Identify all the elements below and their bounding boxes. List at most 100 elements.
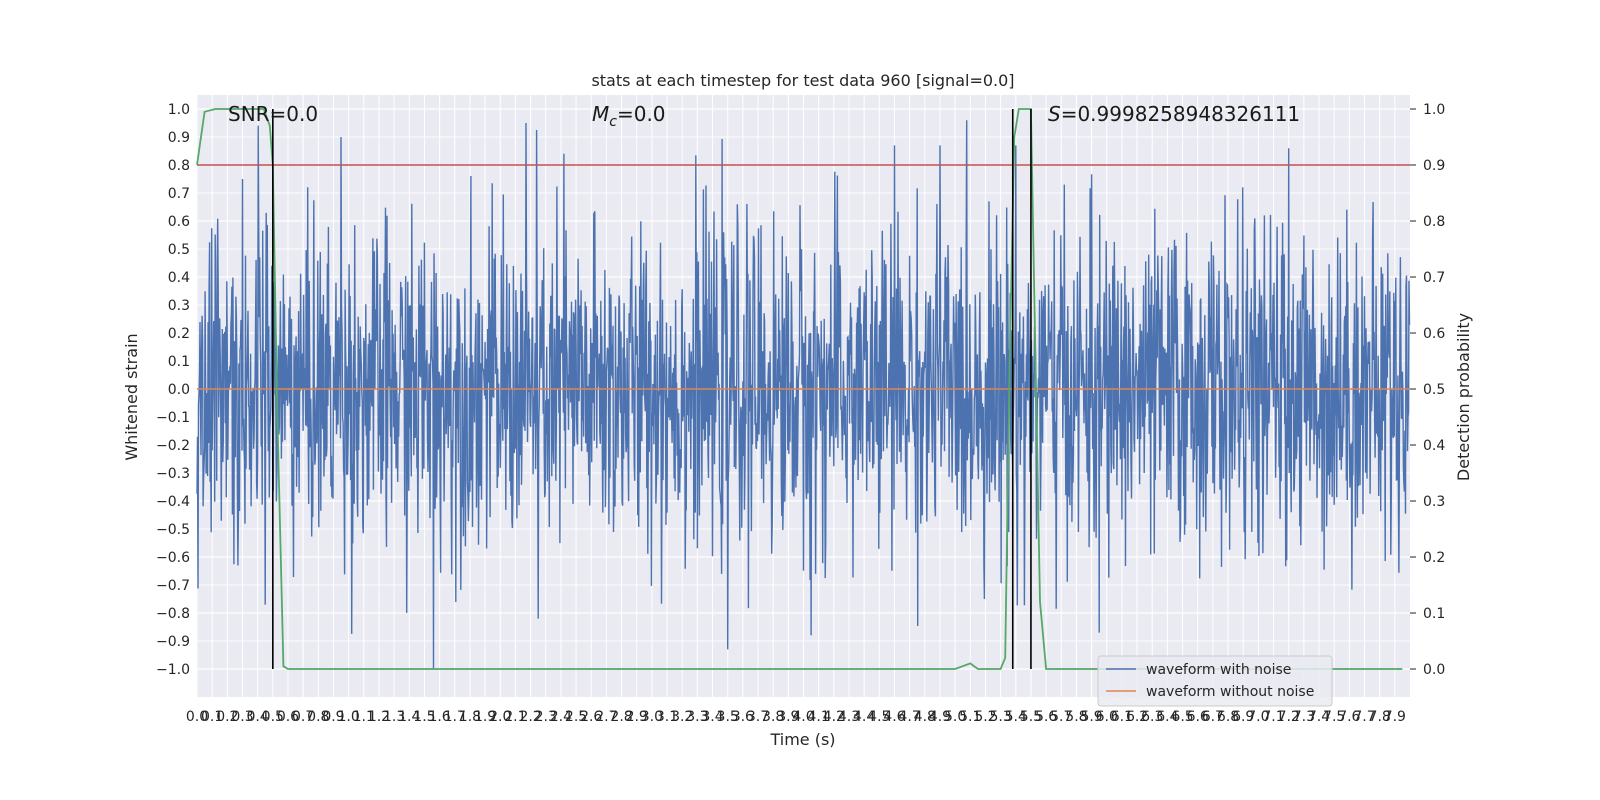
x-tick-label: 7.2 — [1278, 709, 1300, 725]
x-tick-label: 2.7 — [595, 709, 617, 725]
x-tick-label: 4.1 — [808, 709, 830, 725]
x-tick-label: 1.4 — [398, 709, 420, 725]
y-tick-label: −1.0 — [156, 662, 190, 678]
x-tick-label: 7.4 — [1308, 709, 1330, 725]
x-tick-label: 5.2 — [974, 709, 996, 725]
x-tick-label: 0.6 — [277, 709, 299, 725]
x-tick-label: 3.7 — [747, 709, 769, 725]
x-tick-label: 4.0 — [792, 709, 814, 725]
x-tick-label: 5.9 — [1080, 709, 1102, 725]
x-tick-label: 1.9 — [474, 709, 496, 725]
x-tick-label: 3.3 — [686, 709, 708, 725]
snr-annotation: SNR=0.0 — [228, 102, 318, 126]
y2-tick-label: 0.8 — [1423, 214, 1445, 230]
x-tick-label: 5.1 — [959, 709, 981, 725]
x-tick-label: 2.1 — [504, 709, 526, 725]
x-tick-label: 5.5 — [1020, 709, 1042, 725]
x-tick-label: 5.4 — [1005, 709, 1027, 725]
x-tick-label: 2.6 — [580, 709, 602, 725]
x-tick-label: 4.3 — [838, 709, 860, 725]
x-tick-label: 7.9 — [1384, 709, 1406, 725]
y-tick-label: 0.1 — [168, 354, 190, 370]
x-tick-label: 1.5 — [413, 709, 435, 725]
y-tick-label: −0.3 — [156, 466, 190, 482]
x-tick-label: 2.9 — [626, 709, 648, 725]
y2-tick-label: 0.5 — [1423, 382, 1445, 398]
x-tick-label: 0.8 — [307, 709, 329, 725]
x-tick-label: 7.8 — [1369, 709, 1391, 725]
x-tick-label: 0.2 — [216, 709, 238, 725]
y2-axis-ticks: 1.0 0.9 0.8 0.7 0.6 0.5 0.4 0.3 0.2 0.1 0.0 — [1410, 102, 1445, 678]
y-tick-label: 0.6 — [168, 214, 190, 230]
x-tick-label: 3.0 — [641, 709, 663, 725]
x-tick-label: 0.3 — [231, 709, 253, 725]
x-tick-label: 7.0 — [1247, 709, 1269, 725]
y-tick-label: 0.3 — [168, 298, 190, 314]
detection-probability-series — [196, 108, 1403, 670]
x-tick-label: 0.7 — [292, 709, 314, 725]
y-tick-label: 0.9 — [168, 130, 190, 146]
x-tick-label: 1.3 — [383, 709, 405, 725]
x-tick-label: 2.3 — [535, 709, 557, 725]
x-tick-label: 7.7 — [1353, 709, 1375, 725]
waveform-with-noise-series — [196, 120, 1411, 670]
chirp-mass-subscript: c — [609, 114, 617, 130]
x-tick-label: 7.5 — [1323, 709, 1345, 725]
y-tick-label: −0.1 — [156, 410, 190, 426]
x-axis-ticks: 0.00.10.20.30.40.50.60.70.80.91.01.11.21… — [186, 709, 1406, 725]
x-tick-label: 5.6 — [1035, 709, 1057, 725]
x-tick-label: 4.9 — [929, 709, 951, 725]
y-tick-label: 0.5 — [168, 242, 190, 258]
y2-tick-label: 0.3 — [1423, 494, 1445, 510]
x-tick-label: 6.1 — [1111, 709, 1133, 725]
x-axis-label: Time (s) — [769, 730, 835, 749]
y2-tick-label: 0.7 — [1423, 270, 1445, 286]
y2-tick-label: 1.0 — [1423, 102, 1445, 118]
y2-tick-label: 0.1 — [1423, 606, 1445, 622]
y-tick-label: −0.5 — [156, 522, 190, 538]
x-tick-label: 5.8 — [1065, 709, 1087, 725]
y2-tick-label: 0.2 — [1423, 550, 1445, 566]
x-tick-label: 6.5 — [1171, 709, 1193, 725]
x-tick-label: 0.1 — [201, 709, 223, 725]
x-tick-label: 6.4 — [1156, 709, 1178, 725]
x-tick-label: 3.4 — [701, 709, 723, 725]
x-tick-label: 0.9 — [322, 709, 344, 725]
y2-axis-label: Detection probability — [1454, 313, 1473, 481]
x-tick-label: 6.3 — [1141, 709, 1163, 725]
legend-label-noise: waveform with noise — [1146, 662, 1291, 678]
y-tick-label: 0.0 — [168, 382, 190, 398]
x-tick-label: 3.8 — [762, 709, 784, 725]
x-tick-label: 0.5 — [262, 709, 284, 725]
x-tick-label: 6.0 — [1096, 709, 1118, 725]
legend-box — [1097, 655, 1333, 707]
legend: waveform with noise waveform without noi… — [1097, 655, 1333, 707]
y-tick-label: 0.2 — [168, 326, 190, 342]
x-tick-label: 6.6 — [1187, 709, 1209, 725]
x-tick-label: 0.0 — [186, 709, 208, 725]
noise-waveform-line — [196, 120, 1411, 670]
x-tick-label: 6.8 — [1217, 709, 1239, 725]
x-tick-label: 5.0 — [944, 709, 966, 725]
y2-tick-label: 0.6 — [1423, 326, 1445, 342]
chirp-mass-annotation: Mc=0.0 — [592, 102, 666, 130]
x-tick-label: 0.4 — [247, 709, 269, 725]
chirp-mass-value: =0.0 — [617, 102, 666, 126]
legend-label-clean: waveform without noise — [1146, 684, 1314, 700]
y-tick-label: 1.0 — [168, 102, 190, 118]
x-tick-label: 3.1 — [656, 709, 678, 725]
x-tick-label: 7.3 — [1293, 709, 1315, 725]
y-axis-ticks: 1.0 0.9 0.8 0.7 0.6 0.5 0.4 0.3 0.2 0.1 0.0 −0.1 −0.… — [156, 102, 190, 678]
x-tick-label: 1.8 — [459, 709, 481, 725]
x-tick-label: 3.2 — [671, 709, 693, 725]
score-value: =0.9998258948326111 — [1061, 102, 1300, 126]
y-tick-label: −0.6 — [156, 550, 190, 566]
x-tick-label: 7.6 — [1338, 709, 1360, 725]
x-tick-label: 2.4 — [550, 709, 572, 725]
x-tick-label: 6.9 — [1232, 709, 1254, 725]
y-tick-label: 0.7 — [168, 186, 190, 202]
x-tick-label: 1.2 — [368, 709, 390, 725]
y-tick-label: 0.4 — [168, 270, 190, 286]
x-tick-label: 2.2 — [519, 709, 541, 725]
